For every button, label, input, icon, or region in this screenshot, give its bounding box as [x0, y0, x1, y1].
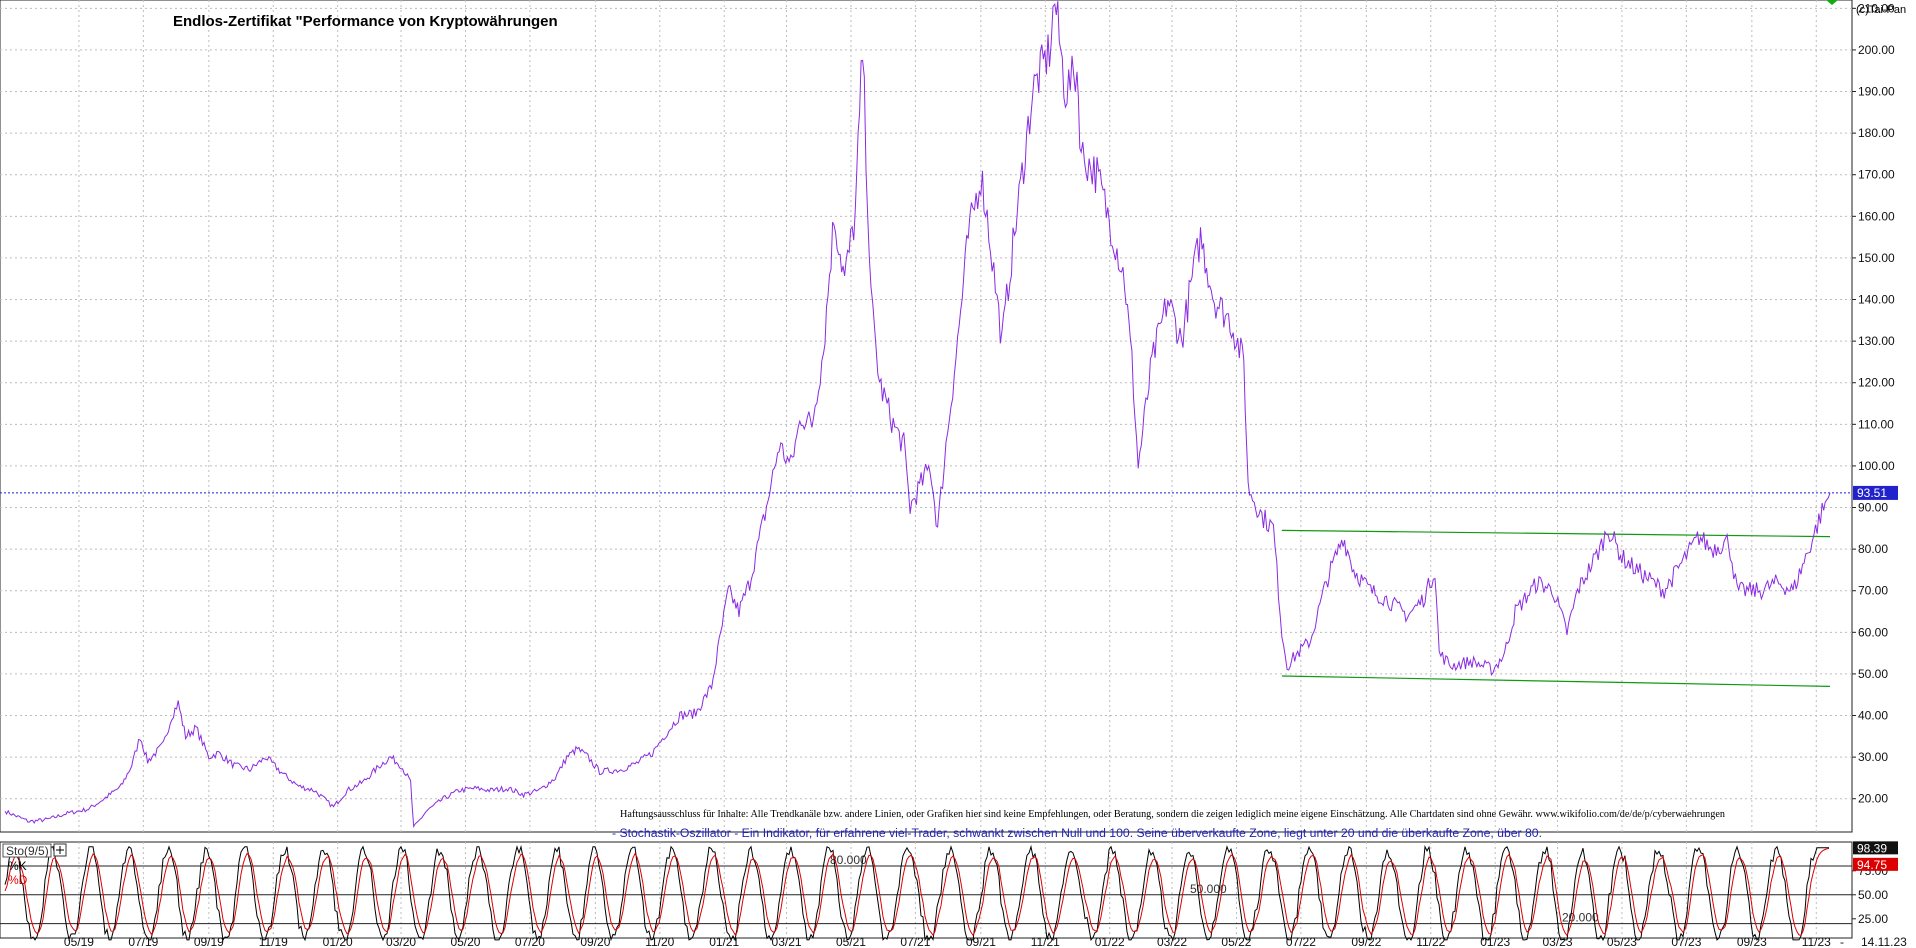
date-tick-label: 07/21: [900, 935, 930, 948]
price-y-axis: 20.00 30.00 40.00 50.00 60.00 70.00 80.00 90.00…: [1852, 1, 1895, 806]
last-date-label: 14.11.23: [1861, 935, 1907, 948]
date-tick-label: 05/21: [836, 935, 866, 948]
trend-channel-line: [1281, 675, 1831, 687]
last-price-label: 93.51: [1857, 486, 1887, 500]
price-vertical-grid: [78, 0, 1817, 832]
date-tick-label: 03/20: [386, 935, 416, 948]
price-y-tick-label: 100.00: [1858, 459, 1895, 473]
price-y-tick-label: 120.00: [1858, 376, 1895, 390]
stochastic-y-tick-label: 50.00: [1858, 888, 1888, 902]
price-y-tick-label: 30.00: [1858, 750, 1888, 764]
date-tick-label: 07/22: [1286, 935, 1316, 948]
price-y-tick-label: 50.00: [1858, 667, 1888, 681]
legend-k-label: %K: [8, 859, 27, 873]
date-tick-label: 05/19: [64, 935, 94, 948]
price-panel-frame: [0, 0, 1853, 833]
price-y-tick-label: 160.00: [1858, 209, 1895, 223]
price-y-tick-label: 180.00: [1858, 126, 1895, 140]
date-tick-label: 09/20: [580, 935, 610, 948]
price-y-tick-label: 110.00: [1858, 417, 1894, 431]
date-tick-label: 09/22: [1351, 935, 1381, 948]
copyright-label: (c)Tai-Pan: [1856, 4, 1906, 16]
date-tick-label: 11/19: [259, 935, 288, 948]
date-tick-label: 05/23: [1607, 935, 1637, 948]
date-tick-label: 09/23: [1737, 935, 1767, 948]
stochastic-d-value: 94.75: [1857, 858, 1887, 872]
stochastic-k-badge: 98.39: [1853, 841, 1898, 855]
price-y-tick-label: 60.00: [1858, 625, 1888, 639]
legend-d-label: %D: [8, 873, 28, 887]
date-tick-label: 09/21: [966, 935, 996, 948]
stochastic-title: Sto(9/5): [6, 844, 49, 858]
price-y-tick-label: 140.00: [1858, 293, 1895, 307]
marker-triangle-icon: [1826, 0, 1838, 5]
stochastic-title-box: [2, 843, 52, 858]
price-series-line: [4, 1, 1831, 828]
price-y-tick-label: 70.00: [1858, 584, 1888, 598]
date-tick-label: 01/21: [709, 935, 739, 948]
stochastic-note-text: - Stochastik-Oszillator - Ein Indikator,…: [612, 828, 1542, 840]
price-y-tick-label: 90.00: [1858, 501, 1888, 515]
price-y-tick-label: 210.00: [1858, 1, 1895, 15]
date-tick-label: 11/21: [1031, 935, 1060, 948]
price-y-tick-label: 170.00: [1858, 168, 1895, 182]
stochastic-y-tick-label: 25.00: [1858, 912, 1888, 926]
date-tick-label: 11/22: [1416, 935, 1445, 948]
date-tick-label: 01/20: [323, 935, 353, 948]
date-tick-label: 01/23: [1480, 935, 1510, 948]
last-price-badge-box: [1853, 485, 1898, 500]
price-y-tick-label: 200.00: [1858, 43, 1895, 57]
chart-title: Endlos-Zertifikat "Performance von Krypt…: [173, 13, 558, 30]
price-y-tick-label: 20.00: [1858, 792, 1888, 806]
date-tick-label: 05/20: [450, 935, 480, 948]
date-tick-label: 03/23: [1543, 935, 1573, 948]
date-tick-label: 07/20: [515, 935, 545, 948]
stochastic-k-value: 98.39: [1857, 841, 1887, 855]
date-tick-label: 05/22: [1221, 935, 1251, 948]
date-tick-label: 09/19: [194, 935, 224, 948]
price-y-tick-label: 150.00: [1858, 251, 1895, 265]
axis-dash: -: [1840, 935, 1844, 948]
date-tick-label: 07/19: [128, 935, 158, 948]
price-y-tick-label: 80.00: [1858, 542, 1888, 556]
date-tick-label: 03/21: [772, 935, 802, 948]
trend-channel: [1281, 529, 1831, 687]
stochastic-d-line: [4, 847, 1830, 937]
price-panel: 20.00 30.00 40.00 50.00 60.00 70.00 80.00 90.00…: [0, 0, 1906, 840]
last-price-badge: 93.51: [1853, 485, 1898, 500]
disclaimer-text: Haftungsausschluss für Inhalte: Alle Tre…: [620, 809, 1725, 820]
price-y-tick-label: 40.00: [1858, 709, 1888, 723]
date-tick-label: 07/23: [1671, 935, 1701, 948]
price-y-tick-label: 130.00: [1858, 334, 1895, 348]
stochastic-header: Sto(9/5) %K %D: [2, 843, 67, 887]
stochastic-d-badge: 94.75: [1853, 857, 1898, 872]
stochastic-level-label: 80.000: [830, 853, 867, 867]
stochastic-level-label: 50.000: [1190, 882, 1227, 896]
expand-icon[interactable]: [53, 843, 67, 857]
date-tick-label: 11/20: [645, 935, 674, 948]
price-y-tick-label: 190.00: [1858, 85, 1895, 99]
date-tick-label: 03/22: [1157, 935, 1187, 948]
date-axis: 14.11.23 - 05/19 07/19 09/19 11/19 01/20 03/2…: [64, 935, 1907, 948]
date-tick-label: 01/22: [1095, 935, 1125, 948]
date-tick-label: 11/23: [1802, 935, 1831, 948]
trend-channel-line: [1281, 529, 1831, 538]
